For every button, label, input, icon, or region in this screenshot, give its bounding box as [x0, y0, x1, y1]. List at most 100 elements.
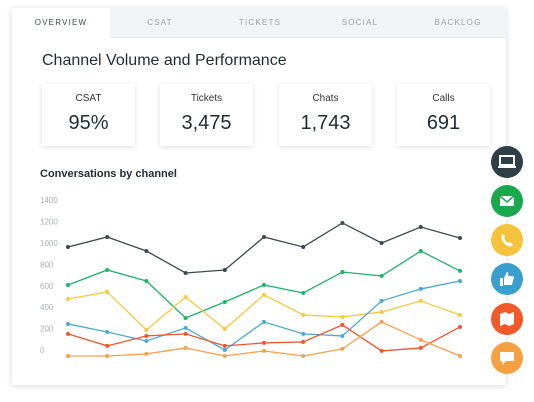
point [458, 353, 462, 358]
point [379, 240, 384, 245]
tab[interactable]: SOCIAL [310, 8, 410, 38]
point [340, 346, 345, 351]
point [340, 220, 345, 225]
point [262, 282, 266, 287]
point [262, 292, 266, 297]
series-line [67, 291, 461, 331]
point [301, 312, 306, 317]
point [66, 331, 70, 336]
point [66, 321, 70, 326]
point [418, 286, 423, 291]
point [458, 324, 462, 329]
y-tick-label: 600 [40, 282, 54, 291]
point [458, 268, 462, 273]
channel-icon[interactable] [491, 185, 523, 217]
point [262, 348, 266, 353]
point [222, 353, 227, 358]
point [301, 331, 306, 336]
point [262, 319, 266, 324]
point [183, 270, 188, 275]
point [105, 234, 110, 239]
y-tick-label: 800 [40, 260, 54, 269]
tab[interactable]: CSAT [110, 8, 210, 38]
y-tick-label: 200 [40, 325, 54, 334]
point [262, 340, 266, 345]
point [340, 270, 345, 275]
point [144, 338, 149, 343]
point [144, 249, 149, 254]
stat-value: 691 [426, 112, 461, 134]
point [379, 309, 384, 314]
chart: Conversations by channel 0 200 400 600 800 10… [40, 168, 462, 358]
point [222, 326, 227, 331]
channel-icon[interactable] [491, 224, 523, 256]
series-line [67, 222, 461, 274]
tab[interactable]: BACKLOG [410, 8, 506, 38]
point [379, 298, 384, 303]
y-tick-label: 1000 [40, 239, 58, 248]
point [340, 322, 345, 327]
point [418, 249, 423, 254]
point [183, 294, 188, 299]
point [66, 296, 70, 301]
point [105, 289, 110, 294]
stat-label: Tickets [190, 93, 223, 104]
chart-title: Conversations by channel [40, 168, 177, 180]
y-tick-label: 1400 [40, 196, 58, 205]
point [144, 327, 149, 332]
point [222, 299, 227, 304]
tab[interactable]: OVERVIEW [12, 8, 110, 38]
tab[interactable]: TICKETS [210, 8, 310, 38]
point [105, 353, 110, 358]
stat-value: 3,475 [181, 112, 232, 134]
point [340, 333, 345, 338]
y-tick-label: 400 [40, 303, 54, 312]
point [301, 290, 306, 295]
stat-value: 1,743 [300, 112, 351, 134]
point [183, 345, 188, 350]
stat-card: Chats 1,743 [279, 84, 372, 146]
channel-icon[interactable] [491, 303, 523, 335]
channel-icon[interactable] [491, 263, 523, 295]
point [66, 244, 70, 249]
y-tick-label: 0 [40, 346, 45, 355]
point [301, 244, 306, 249]
point [222, 347, 227, 352]
series-line [67, 280, 461, 351]
point [458, 235, 462, 240]
point [105, 343, 110, 348]
point [144, 333, 149, 338]
stat-card: Tickets 3,475 [160, 84, 253, 146]
point [458, 279, 462, 284]
dashboard-card: Channel Volume and Performance Conversat… [12, 8, 506, 385]
stat-label: CSAT [75, 93, 102, 104]
title: Channel Volume and Performance [42, 52, 287, 69]
channel-icon[interactable] [491, 342, 523, 374]
y-tick-label: 1200 [40, 218, 58, 227]
point [418, 298, 423, 303]
stat-label: Chats [312, 93, 339, 104]
point [301, 339, 306, 344]
point [418, 345, 423, 350]
point [66, 353, 70, 358]
point [340, 314, 345, 319]
point [418, 225, 423, 230]
point [222, 343, 227, 348]
point [144, 351, 149, 356]
point [144, 279, 149, 284]
point [301, 353, 306, 358]
point [222, 267, 227, 272]
point [66, 282, 70, 287]
point [105, 329, 110, 334]
stat-label: Calls [432, 93, 455, 104]
point [379, 348, 384, 353]
point [183, 331, 188, 336]
point [262, 234, 266, 239]
point [183, 315, 188, 320]
channel-icon[interactable] [491, 146, 523, 178]
stat-value: 95% [68, 112, 109, 134]
point [183, 325, 188, 330]
stat-card: Calls 691 [397, 84, 490, 146]
point [458, 312, 462, 317]
